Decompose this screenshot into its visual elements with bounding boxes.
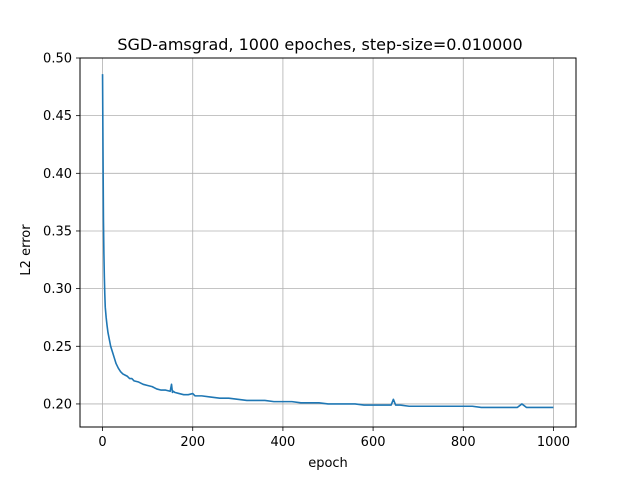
ticks-layer: 0 200 400 600 800 1000 0.20 0.25 0.30 0.35 0.40 0.4…: [43, 52, 570, 451]
x-tick-label: 1000: [537, 435, 570, 450]
y-tick-label: 0.45: [43, 109, 72, 124]
x-tick-label: 600: [361, 435, 386, 450]
chart-title: SGD-amsgrad, 1000 epoches, step-size=0.0…: [117, 35, 522, 54]
x-tick-label: 0: [98, 435, 106, 450]
y-tick-label: 0.35: [43, 224, 72, 239]
x-tick-label: 400: [270, 435, 295, 450]
series-layer: [101, 74, 554, 409]
x-axis-label: epoch: [308, 456, 348, 471]
y-tick-label: 0.40: [43, 167, 72, 182]
plot-frame: [79, 57, 577, 428]
series-line: [101, 74, 554, 409]
y-tick-label: 0.25: [43, 340, 72, 355]
y-tick-label: 0.20: [43, 397, 72, 412]
y-axis-label: L2 error: [19, 224, 34, 276]
x-tick-label: 200: [180, 435, 205, 450]
x-tick-label: 800: [451, 435, 476, 450]
y-tick-label: 0.50: [43, 52, 72, 67]
y-tick-label: 0.30: [43, 282, 72, 297]
grid-layer: [80, 57, 576, 427]
